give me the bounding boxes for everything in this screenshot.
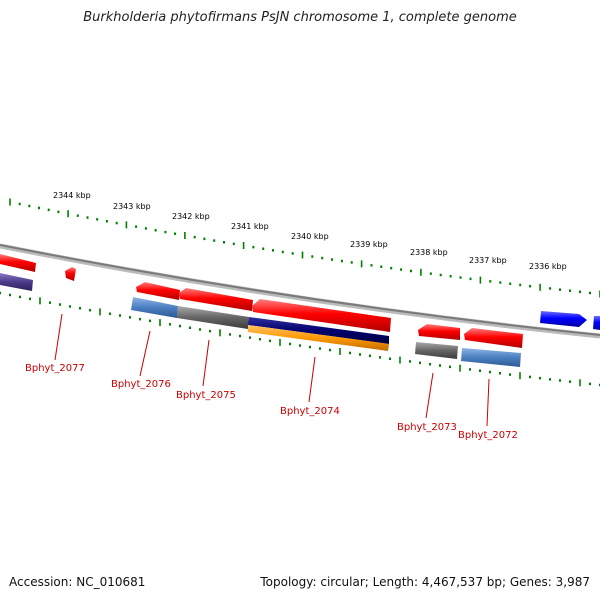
kbp-label: 2343 kbp (113, 202, 151, 211)
category-bar-gray (177, 306, 249, 329)
gene-arrow-bphyt-2076 (136, 282, 180, 300)
gene-arrow-bphyt-2074 (252, 299, 391, 332)
gene-label-bphyt-2073[interactable]: Bphyt_2073 (397, 422, 457, 433)
kbp-label: 2342 kbp (172, 212, 210, 221)
gene-arrow-bphyt-2073 (418, 324, 460, 340)
genome-summary-text: Topology: circular; Length: 4,467,537 bp… (260, 575, 590, 589)
gene-label-bphyt-2076[interactable]: Bphyt_2076 (111, 379, 171, 390)
lower-scale-ticks (0, 291, 600, 387)
kbp-label: 2341 kbp (231, 222, 269, 231)
gene-label-bphyt-2075[interactable]: Bphyt_2075 (176, 390, 236, 401)
forward-strand-genes (0, 254, 600, 348)
gene-arrow-bphyt-2075 (179, 288, 253, 311)
gene-labels: Bphyt_2077 Bphyt_2076 Bphyt_2075 Bphyt_2… (25, 363, 518, 441)
chromosome-backbone (0, 243, 600, 339)
category-bar-gray-2 (415, 342, 458, 359)
map-title: Burkholderia phytofirmans PsJN chromosom… (83, 10, 517, 25)
kbp-label: 2338 kbp (410, 248, 448, 257)
kbp-label: 2344 kbp (53, 191, 91, 200)
category-bar-orange (248, 325, 389, 351)
gene-label-bphyt-2072[interactable]: Bphyt_2072 (458, 430, 518, 441)
gene-label-leaders (54, 313, 490, 427)
kbp-label: 2340 kbp (291, 232, 329, 241)
category-bars (0, 273, 521, 367)
category-bar-steelblue (131, 297, 178, 318)
accession-text: Accession: NC_010681 (9, 575, 146, 589)
category-bar-purple (0, 273, 33, 291)
kbp-label: 2336 kbp (529, 262, 567, 271)
gene-arrow-bphyt-2072 (464, 328, 523, 348)
kbp-scale-labels: 2344 kbp 2343 kbp 2342 kbp 2341 kbp 2340… (53, 191, 567, 271)
gene-label-bphyt-2074[interactable]: Bphyt_2074 (280, 406, 340, 417)
gene-arrow-reverse-blue (540, 311, 587, 327)
gene-arrow-small (65, 267, 76, 281)
category-bar-steelblue-2 (461, 348, 521, 367)
category-bar-navy (248, 317, 389, 344)
kbp-label: 2337 kbp (469, 256, 507, 265)
upper-scale-ticks (9, 198, 600, 298)
gene-arrow-left-edge (0, 254, 36, 272)
kbp-label: 2339 kbp (350, 240, 388, 249)
gene-arrow-reverse-blue-edge (593, 316, 600, 330)
gene-label-bphyt-2077[interactable]: Bphyt_2077 (25, 363, 85, 374)
